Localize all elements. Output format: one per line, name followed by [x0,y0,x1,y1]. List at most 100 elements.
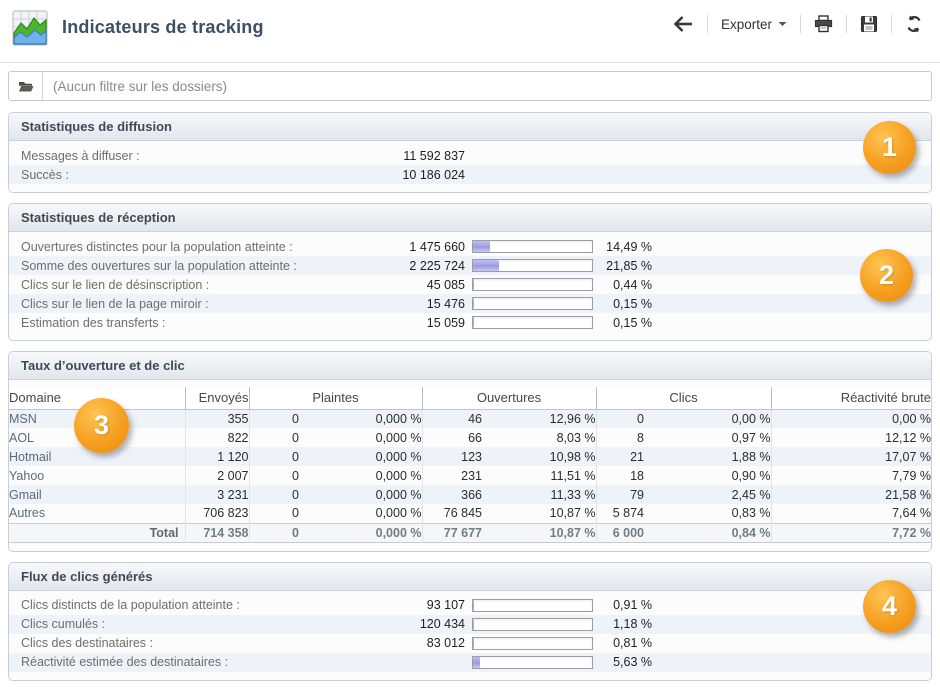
progress-bar [472,617,593,631]
table-row-msn: MSN 355 0 0,000 % 46 12,96 % 0 0,00 % 0,… [9,409,932,428]
col-header-clicks[interactable]: Clics [595,387,772,410]
stat-row: Ouvertures distinctes pour la population… [9,237,931,256]
cell-opens-pct: 12,96 % [549,411,596,426]
col-header-opens[interactable]: Ouvertures [421,387,596,410]
cell-complaints-pct: 0,000 % [375,506,422,521]
stat-value: 15 059 [426,315,465,330]
stat-row: Réactivité estimée des destinataires : 5… [9,652,931,672]
print-button[interactable] [807,12,840,36]
step-badge-4: 4 [863,580,916,633]
stat-percent: 5,63 % [613,655,652,669]
cell-clicks-pct: 0,83 % [731,506,771,521]
cell-complaints: 0 [248,504,299,523]
folder-filter-bar[interactable]: (Aucun filtre sur les dossiers) [8,71,932,101]
progress-bar-fill [473,618,475,630]
progress-bar [472,259,593,272]
stat-percent: 0,15 % [613,315,652,330]
cell-reactivity: 17,07 % [770,447,932,466]
cell-clicks-pct: 1,88 % [731,449,771,464]
refresh-button[interactable] [898,12,930,36]
col-header-complaints[interactable]: Plaintes [248,387,422,410]
cell-clicks: 18 [595,466,644,485]
table-row-autres: Autres 706 823 0 0,000 % 76 845 10,87 % … [9,504,932,523]
cell-complaints-pct: 0,000 % [375,468,422,483]
cell-opens: 66 [421,428,482,447]
cell-complaints: 0 [248,428,299,447]
cell-reactivity: 12,12 % [770,428,932,447]
cell-clicks: 8 [595,428,644,447]
cell-reactivity: 0,00 % [770,409,932,428]
cell-opens-pct: 8,03 % [556,430,596,445]
cell-opens-pct: 11,51 % [550,468,596,483]
progress-bar-fill [473,241,491,252]
toolbar-divider [846,15,847,33]
save-button[interactable] [853,12,885,36]
cell-opens: 123 [421,447,482,466]
stat-percent: 0,91 % [613,598,652,612]
toolbar: Exporter [667,11,930,37]
cell-complaints-pct: 0,000 % [375,430,422,445]
step-badge-2: 2 [860,249,913,302]
page-header: Indicateurs de tracking Exporter [0,0,940,63]
stat-percent: 0,44 % [613,277,652,292]
toolbar-divider [706,15,708,33]
stat-label: Succès : [21,167,69,182]
section-reception-title: Statistiques de réception [9,204,931,232]
cell-clicks-pct-total: 0,84 % [731,525,771,540]
section-rates-title: Taux d’ouverture et de clic [9,352,931,380]
stat-label: Estimation des transferts : [21,315,166,330]
stat-label: Clics des destinataires : [21,636,154,650]
col-header-reactivity[interactable]: Réactivité brute [770,387,932,410]
stat-percent: 0,15 % [613,296,652,311]
stat-label: Réactivité estimée des destinataires : [21,655,229,669]
cell-complaints-total: 0 [248,523,299,542]
section-reception: Statistiques de réception Ouvertures dis… [8,203,932,341]
filter-status-text: (Aucun filtre sur les dossiers) [53,78,228,94]
cell-opens-pct: 11,33 % [550,487,596,502]
progress-bar-fill [473,599,475,611]
cell-sent: 822 [184,428,249,447]
stat-value: 120 434 [419,617,465,631]
open-folder-icon [18,81,33,91]
stat-row: Clics sur le lien de la page miroir : 15… [9,294,931,313]
back-button[interactable] [667,13,701,35]
export-button-label: Exporter [720,16,772,32]
step-badge-3: 3 [74,398,129,453]
stat-label: Messages à diffuser : [21,148,140,163]
table-total-row: Total 714 358 0 0,000 % 77 677 10,87 % 6… [9,523,932,542]
col-header-sent[interactable]: Envoyés [184,387,249,410]
step-badge-1: 1 [863,121,916,174]
cell-opens: 231 [421,466,482,485]
stat-value: 45 085 [426,277,465,292]
export-button[interactable]: Exporter [714,14,794,35]
table-row-aol: AOL 822 0 0,000 % 66 8,03 % 8 0,97 % 12,… [9,428,932,447]
cell-clicks: 79 [595,485,644,504]
cell-complaints: 0 [248,485,299,504]
progress-bar [472,278,593,291]
progress-bar [472,636,593,650]
stat-row: Estimation des transferts : 15 059 0,15 … [9,313,931,332]
progress-bar [472,598,593,612]
cell-domain: Hotmail [9,449,52,464]
stat-percent: 21,85 % [606,258,652,273]
cell-opens-total: 77 677 [421,523,482,542]
progress-bar [472,297,593,310]
section-click-flow-body: Clics distincts de la population atteint… [9,591,931,680]
cell-complaints-pct: 0,000 % [375,487,422,502]
stat-label: Clics sur le lien de désinscription : [21,277,210,292]
tracking-chart-icon [10,9,50,49]
stat-percent: 14,49 % [606,239,652,254]
folder-button[interactable] [9,72,43,100]
printer-icon [814,15,833,33]
stat-percent: 1,18 % [613,617,652,631]
section-click-flow: Flux de clics générés Clics distincts de… [8,561,932,681]
cell-reactivity: 7,64 % [770,504,932,523]
cell-domain: Yahoo [9,468,45,483]
cell-sent: 2 007 [184,466,249,485]
section-reception-body: Ouvertures distinctes pour la population… [9,232,931,340]
stat-value: 2 225 724 [409,258,465,273]
progress-bar-fill [473,260,499,271]
table-row-gmail: Gmail 3 231 0 0,000 % 366 11,33 % 79 2,4… [9,485,932,504]
cell-complaints-pct: 0,000 % [375,449,422,464]
